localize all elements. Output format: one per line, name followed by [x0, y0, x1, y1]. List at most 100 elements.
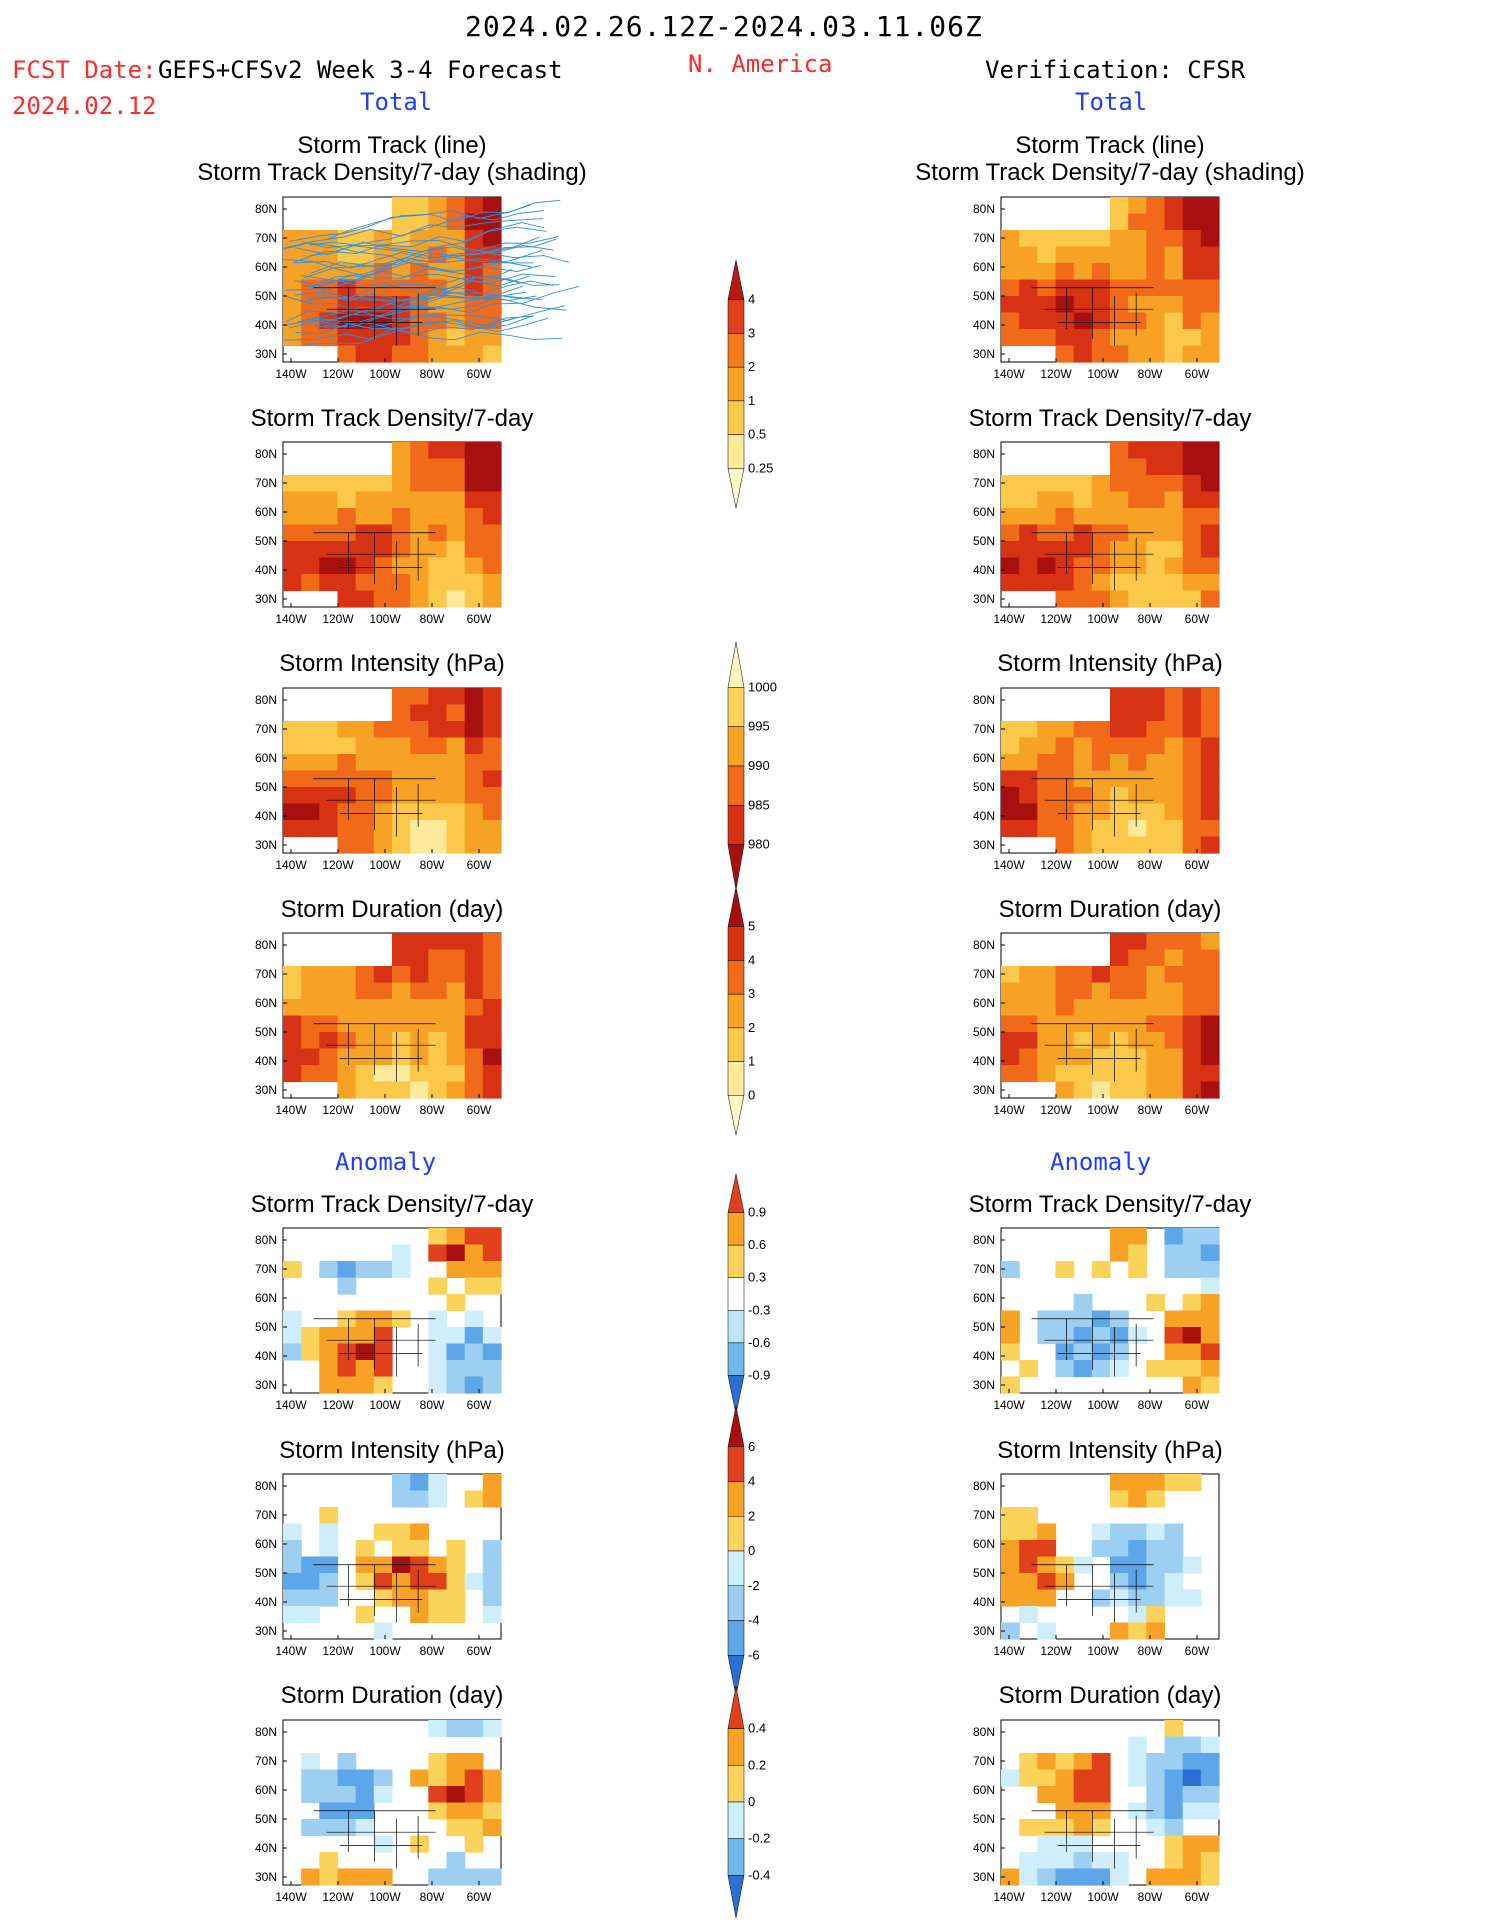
lat-tick-label: 50N [973, 1320, 995, 1334]
lat-tick-label: 80N [255, 1233, 277, 1247]
lat-tick-label: 70N [973, 476, 995, 490]
map-panel: 80N 70N 60N 50N 40N 30N 140W 120W 100W 80W 60W [973, 687, 1220, 872]
shading-layer [1001, 1720, 1220, 1886]
map-panel: 80N 70N 60N 50N 40N 30N 140W 120W 100W 80W 60W [255, 196, 580, 381]
lat-tick-label: 70N [973, 722, 995, 736]
lat-tick-label: 30N [255, 1378, 277, 1392]
colorbar-label: 0 [748, 1543, 755, 1558]
colorbar-anom_duration: 0.4 0.2 0 -0.2 -0.4 [727, 1685, 770, 1919]
lon-tick-label: 120W [322, 367, 354, 381]
lon-tick-label: 60W [467, 1890, 492, 1904]
lat-tick-label: 40N [255, 1841, 277, 1855]
lat-tick-label: 40N [973, 809, 995, 823]
shading-layer [283, 933, 502, 1099]
colorbar-label: 0.2 [748, 1757, 766, 1772]
lat-tick-label: 50N [973, 1812, 995, 1826]
lat-tick-label: 70N [255, 722, 277, 736]
lon-tick-label: 80W [420, 1103, 445, 1117]
panel-title: Storm Track (line) [1015, 132, 1204, 159]
colorbar-label: -0.4 [748, 1867, 770, 1882]
lat-tick-label: 70N [973, 231, 995, 245]
colorbar-label: 4 [748, 292, 755, 307]
colorbar-label: 0.3 [748, 1270, 766, 1285]
shading-layer [1001, 933, 1220, 1099]
lon-tick-label: 140W [275, 1890, 307, 1904]
coastline [287, 449, 496, 607]
lat-tick-label: 40N [973, 1349, 995, 1363]
fcst-date-label: FCST Date: [12, 56, 157, 84]
lat-tick-label: 60N [255, 1537, 277, 1551]
shading-layer [301, 1720, 502, 1886]
lat-tick-label: 60N [255, 751, 277, 765]
lat-tick-label: 70N [255, 476, 277, 490]
panel-title: Storm Intensity (hPa) [997, 650, 1222, 677]
lon-tick-label: 60W [1185, 612, 1210, 626]
lon-tick-label: 80W [1138, 367, 1163, 381]
colorbar-label: 1 [748, 393, 755, 408]
lat-tick-label: 80N [255, 1725, 277, 1739]
colorbar-label: 0 [748, 1087, 755, 1102]
colorbar-label: -2 [748, 1578, 760, 1593]
lon-tick-label: 60W [1185, 858, 1210, 872]
lon-tick-label: 120W [322, 1890, 354, 1904]
map-panel: 80N 70N 60N 50N 40N 30N 140W 120W 100W 80W 60W [255, 1473, 502, 1658]
lat-tick-label: 80N [255, 1479, 277, 1493]
shading-layer [283, 1474, 502, 1640]
lon-tick-label: 80W [420, 1398, 445, 1412]
lat-tick-label: 70N [255, 1754, 277, 1768]
panel-title: Storm Track Density/7-day [969, 1191, 1252, 1218]
lat-tick-label: 50N [255, 1025, 277, 1039]
colorbar-label: -4 [748, 1613, 760, 1628]
lon-tick-label: 60W [1185, 1644, 1210, 1658]
lon-tick-label: 120W [1040, 1398, 1072, 1412]
lat-tick-label: 30N [255, 347, 277, 361]
panel-title: Storm Track Density/7-day (shading) [915, 159, 1304, 186]
coastline [287, 1481, 496, 1639]
lon-tick-label: 100W [369, 612, 401, 626]
lon-tick-label: 120W [1040, 1644, 1072, 1658]
lon-tick-label: 80W [420, 858, 445, 872]
fcst-date-value: 2024.02.12 [12, 92, 157, 120]
coastline [287, 940, 496, 1098]
lat-tick-label: 60N [973, 1291, 995, 1305]
panel-title: Storm Duration (day) [281, 1682, 504, 1709]
colorbar-label: 3 [748, 325, 755, 340]
lat-tick-label: 80N [255, 447, 277, 461]
lat-tick-label: 70N [255, 967, 277, 981]
coastline [287, 204, 496, 362]
lat-tick-label: 30N [255, 1870, 277, 1884]
lon-tick-label: 120W [1040, 1890, 1072, 1904]
lon-tick-label: 80W [1138, 1890, 1163, 1904]
lon-tick-label: 140W [275, 1103, 307, 1117]
colorbar-label: 2 [748, 359, 755, 374]
lon-tick-label: 120W [322, 612, 354, 626]
left-total-label: Total [360, 88, 433, 116]
colorbar-label: 0.4 [748, 1721, 766, 1736]
map-panel: 80N 70N 60N 50N 40N 30N 140W 120W 100W 80W 60W [973, 196, 1220, 381]
lon-tick-label: 140W [275, 612, 307, 626]
lon-tick-label: 80W [1138, 1103, 1163, 1117]
lon-tick-label: 60W [467, 1103, 492, 1117]
colorbar-label: 4 [748, 952, 755, 967]
lat-tick-label: 60N [973, 1537, 995, 1551]
lon-tick-label: 140W [993, 612, 1025, 626]
lon-tick-label: 120W [1040, 367, 1072, 381]
lat-tick-label: 80N [973, 202, 995, 216]
lat-tick-label: 70N [255, 1508, 277, 1522]
colorbar-label: 990 [748, 758, 770, 773]
lat-tick-label: 30N [255, 592, 277, 606]
lat-tick-label: 40N [973, 1841, 995, 1855]
lat-tick-label: 50N [255, 289, 277, 303]
lat-tick-label: 80N [973, 447, 995, 461]
colorbar-label: 995 [748, 719, 770, 734]
lat-tick-label: 80N [255, 693, 277, 707]
lat-tick-label: 50N [255, 780, 277, 794]
panel-title: Storm Duration (day) [999, 896, 1222, 923]
lat-tick-label: 70N [255, 1262, 277, 1276]
colorbar-label: 0 [748, 1794, 755, 1809]
lon-tick-label: 100W [1087, 367, 1119, 381]
colorbar-label: 5 [748, 919, 755, 934]
lon-tick-label: 120W [322, 1644, 354, 1658]
lon-tick-label: 80W [1138, 1398, 1163, 1412]
